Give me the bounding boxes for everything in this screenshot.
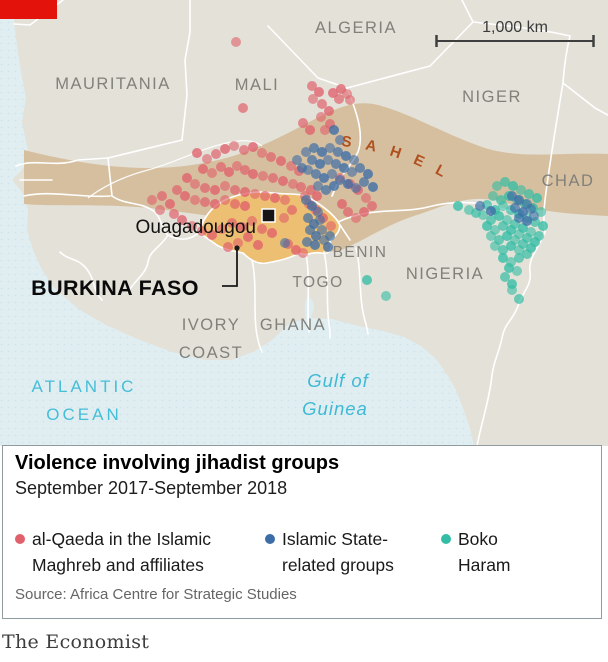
map-svg: SAHEL MAURITANIA MALIALGERIANIGERCHADBENI…: [0, 0, 608, 447]
islamic-state-dot-icon: [265, 534, 275, 544]
map-label-mali: MALI: [235, 76, 280, 94]
map: SAHEL MAURITANIA MALI ALGERIA NIGER CHAD BENI…: [0, 0, 608, 447]
map-label-mauritania: MAURITANIA: [55, 75, 171, 93]
source-note: Source: Africa Centre for Strategic Stud…: [15, 586, 297, 603]
legend-item-label: Haram: [458, 555, 511, 575]
legend-panel: Violence involving jihadist groups Septe…: [2, 445, 602, 619]
map-label-ocean: OCEAN: [46, 405, 121, 424]
niger-river: [87, 140, 263, 199]
burkina-leader-line: [222, 249, 238, 287]
legend-item-al-qaeda: al-Qaeda in the Islamic Maghreb and affi…: [15, 526, 211, 578]
burkina-faso-label: BURKINA FASO: [31, 276, 199, 300]
map-label-nigeria: NIGERIA: [406, 265, 484, 283]
map-label-atlantic: ATLANTIC: [32, 377, 137, 396]
map-label-guinea: Guinea: [302, 398, 368, 419]
burkina-leader-dot: [234, 245, 240, 251]
map-label-benin: BENIN: [333, 244, 388, 261]
legend-item-boko-haram: Boko Haram: [441, 526, 511, 578]
ouagadougou-marker: [261, 208, 276, 223]
legend-subtitle: September 2017-September 2018: [15, 478, 288, 498]
legend-title: Violence involving jihadist groups: [15, 452, 340, 474]
legend-item-label: related groups: [282, 555, 394, 575]
masthead: The Economist: [2, 631, 150, 653]
map-label-niger: NIGER: [462, 88, 522, 106]
economist-logo: [0, 0, 57, 19]
incident-dots: [147, 37, 548, 304]
map-label-togo: TOGO: [292, 274, 343, 291]
map-label-ivory: IVORY: [182, 316, 241, 334]
scale-bar-label: 1,000 km: [482, 19, 548, 36]
legend-item-label: Islamic State-: [282, 529, 388, 549]
scale-bar: [435, 35, 595, 47]
al-qaeda-dot-icon: [15, 534, 25, 544]
legend-item-label: al-Qaeda in the Islamic: [32, 529, 211, 549]
boko-haram-dot-icon: [441, 534, 451, 544]
map-label-algeria: ALGERIA: [315, 19, 397, 37]
map-label-gulf-of: Gulf of: [307, 370, 369, 391]
map-label-chad: CHAD: [542, 172, 595, 190]
map-label-coast: COAST: [179, 344, 243, 362]
legend-item-islamic-state: Islamic State- related groups: [265, 526, 394, 578]
legend-item-label: Maghreb and affiliates: [32, 555, 204, 575]
dots-islamic-state: [280, 125, 539, 252]
bioko-island: [443, 367, 451, 375]
dots-al-qaeda: [147, 37, 377, 258]
legend-item-label: Boko: [458, 529, 498, 549]
ouagadougou-label: Ouagadougou: [136, 217, 256, 238]
map-label-ghana: GHANA: [260, 316, 326, 334]
